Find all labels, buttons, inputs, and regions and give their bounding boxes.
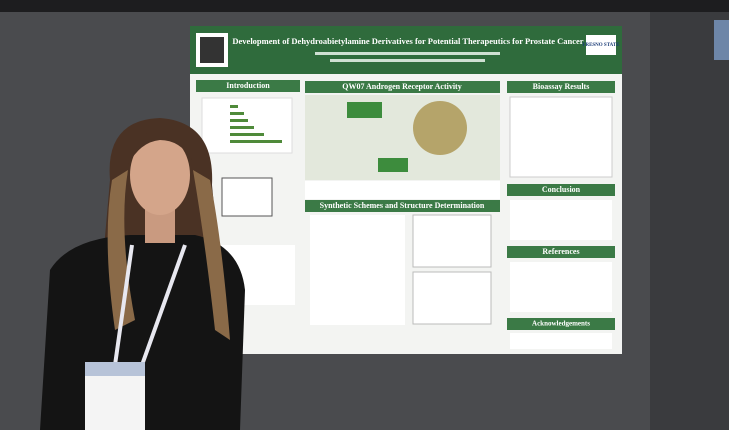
acknowledgements-text [510,333,612,349]
logo-box [586,35,616,55]
poster-title: Development of Dehydroabietylamine Deriv… [232,36,583,46]
section-title: QW07 Androgen Receptor Activity [342,82,461,91]
lanyard [113,244,134,366]
logo-text: FRESNO STATE [582,43,620,48]
person [40,118,245,430]
section-title: Bioassay Results [533,82,590,91]
hair-lock [107,170,135,330]
lanyard [140,244,187,366]
receptor-shape [378,158,408,172]
section-header [507,81,615,93]
authors-line [315,52,500,55]
ceiling-strip [0,0,729,12]
bar-figure [201,97,293,154]
receptor-shape [347,102,382,118]
figure-bar [230,112,244,115]
section-title: References [542,247,579,256]
badge-band [85,362,145,376]
section-title: Conclusion [542,185,581,194]
section-title: Synthetic Schemes and Structure Determin… [320,201,485,210]
side-panel [650,12,729,430]
figure-bar [230,133,264,136]
section-title: Acknowledgements [532,320,590,328]
hair-front [128,128,192,165]
affiliation-line [330,59,485,62]
poster-header [190,26,622,74]
nmr-figure [412,271,492,325]
hair-lock [193,170,230,340]
figure-bar [230,105,238,108]
results-table [509,96,613,178]
poster: Development of Dehydroabietylamine Deriv… [190,26,622,354]
section-header [196,80,300,92]
section-header [507,318,615,330]
figure-bar [230,119,248,122]
nmr-figure [412,214,492,268]
flow-figure [221,177,273,217]
section-header [507,184,615,196]
cell-figure [413,101,467,155]
side-sign [714,20,729,60]
figure-bar [230,140,282,143]
conclusion-text [510,200,612,240]
figure-caption [305,181,500,199]
qr-pattern [200,37,224,63]
figure-bar [230,126,254,129]
face [130,135,190,215]
scheme-figure [310,215,405,325]
section-header [305,81,500,93]
references-text [510,262,612,312]
section-header [507,246,615,258]
section-title: Introduction [226,81,270,90]
section-header [305,200,500,212]
